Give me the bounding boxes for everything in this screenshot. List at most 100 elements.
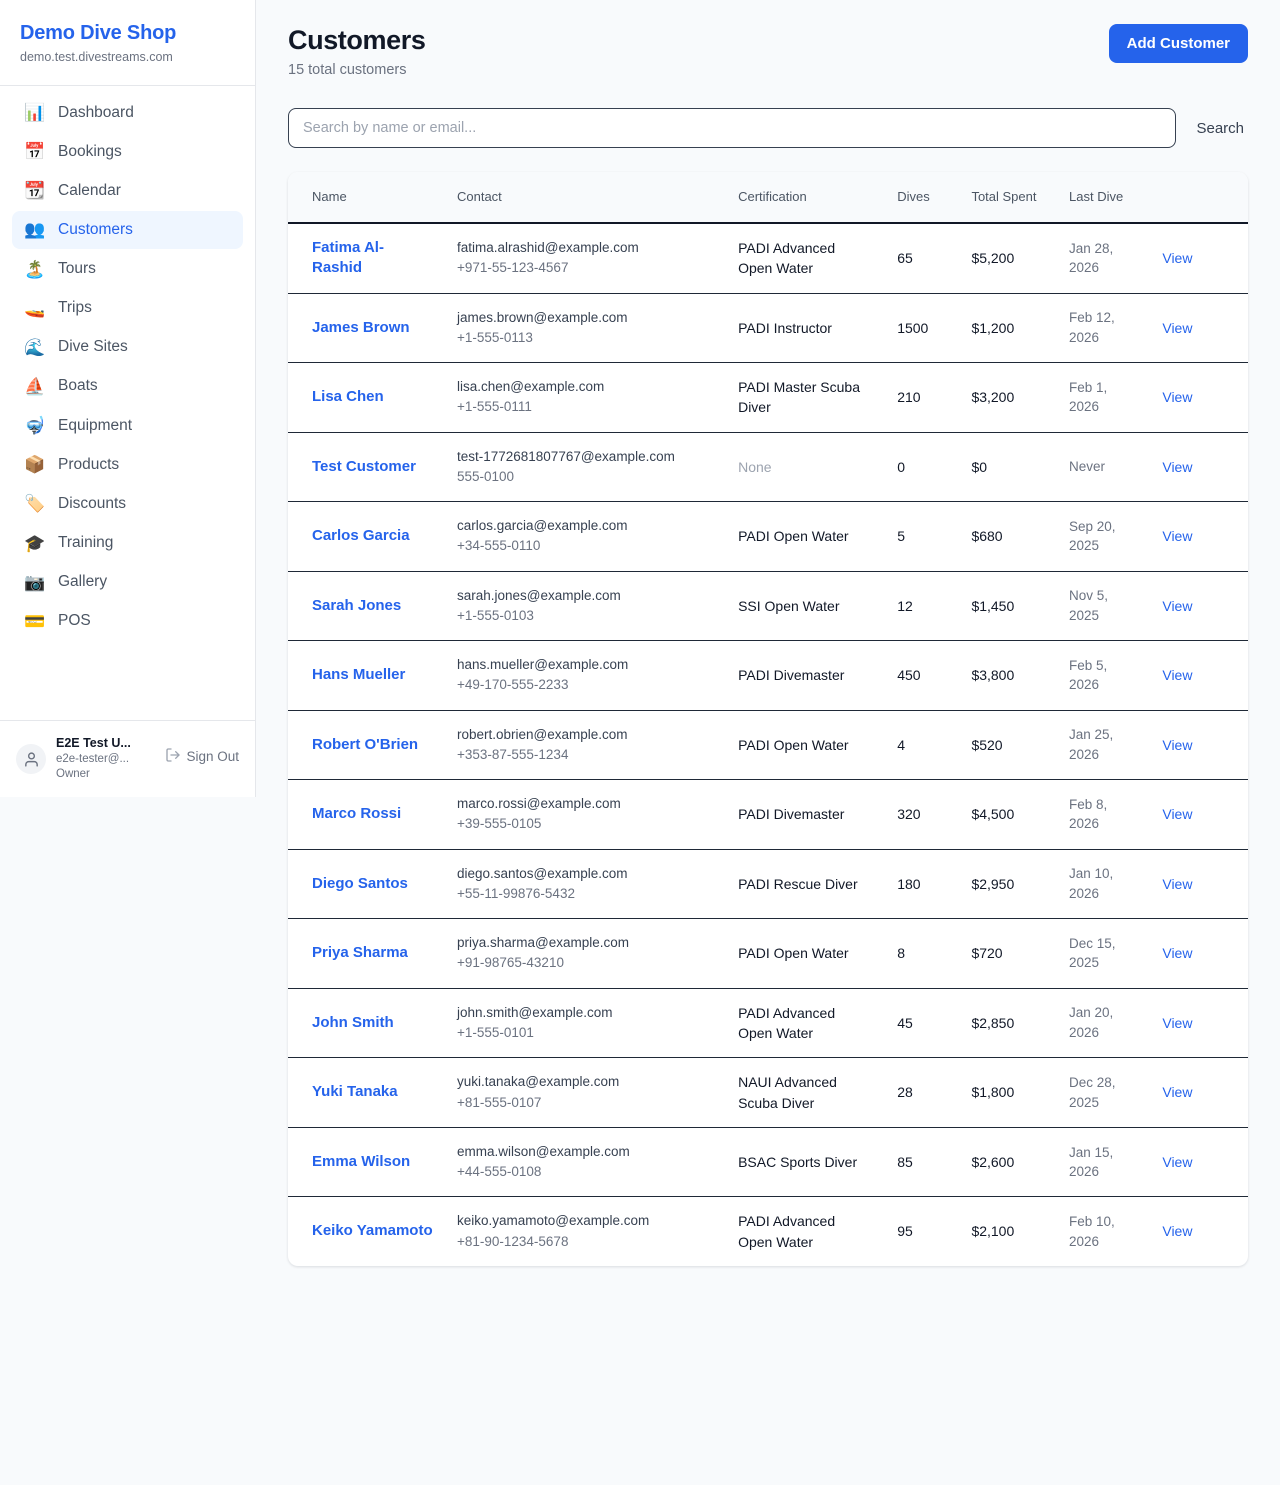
- certification-value: SSI Open Water: [738, 597, 840, 614]
- sidebar-item-dashboard[interactable]: 📊 Dashboard: [12, 94, 243, 132]
- customer-phone: 555-0100: [456, 468, 515, 484]
- view-link[interactable]: View: [1162, 875, 1193, 892]
- customer-name-link[interactable]: Robert O'Brien: [312, 735, 419, 753]
- column-header-dives[interactable]: Dives: [885, 172, 960, 224]
- customer-phone: +1-555-0111: [456, 399, 532, 415]
- customer-email: lisa.chen@example.com: [456, 379, 605, 395]
- customer-phone: +1-555-0103: [456, 607, 534, 623]
- sidebar-item-boats[interactable]: ⛵ Boats: [12, 367, 243, 405]
- view-link[interactable]: View: [1162, 667, 1193, 684]
- sidebar-item-discounts[interactable]: 🏷️ Discounts: [12, 485, 243, 523]
- add-customer-button[interactable]: Add Customer: [1108, 24, 1248, 63]
- page-heading-group: Customers 15 total customers: [288, 24, 426, 78]
- sidebar-item-customers[interactable]: 👥 Customers: [12, 210, 243, 250]
- view-link[interactable]: View: [1162, 597, 1193, 614]
- customer-name-link[interactable]: Yuki Tanaka: [312, 1083, 398, 1101]
- column-header-total-spent[interactable]: Total Spent: [959, 172, 1058, 224]
- customer-name-link[interactable]: Fatima Al-Rashid: [312, 238, 384, 277]
- cell-total-spent: $0: [959, 432, 1058, 503]
- sidebar-item-dive-sites[interactable]: 🌊 Dive Sites: [12, 328, 243, 366]
- customer-name-link[interactable]: Lisa Chen: [312, 388, 384, 406]
- view-link[interactable]: View: [1162, 250, 1193, 267]
- wave-icon: 🌊: [24, 337, 46, 357]
- cell-certification: PADI Master Scuba Diver: [726, 362, 886, 433]
- view-link[interactable]: View: [1162, 389, 1193, 406]
- sidebar-item-label: Dive Sites: [58, 338, 128, 356]
- user-email: e2e-tester@...: [56, 752, 130, 765]
- sidebar-item-calendar[interactable]: 📆 Calendar: [12, 172, 243, 210]
- customer-name-link[interactable]: Hans Mueller: [312, 666, 406, 684]
- view-link[interactable]: View: [1162, 1014, 1193, 1031]
- calendar-icon: 📆: [24, 181, 46, 201]
- customer-name-link[interactable]: James Brown: [312, 318, 410, 336]
- view-link[interactable]: View: [1162, 736, 1193, 753]
- view-link[interactable]: View: [1162, 528, 1193, 545]
- sign-out-button[interactable]: Sign Out: [165, 747, 239, 766]
- cell-dives: 4: [885, 710, 960, 781]
- customer-name-link[interactable]: Test Customer: [312, 457, 416, 475]
- certification-value: PADI Advanced Open Water: [738, 1213, 836, 1250]
- view-link[interactable]: View: [1162, 458, 1193, 475]
- cell-contact: diego.santos@example.com +55-11-99876-543…: [444, 849, 727, 920]
- column-header-contact[interactable]: Contact: [444, 172, 727, 224]
- cell-last-dive: Feb 5, 2026: [1057, 640, 1151, 711]
- customer-name-link[interactable]: John Smith: [312, 1013, 394, 1031]
- sidebar-user-box: E2E Test U... e2e-tester@... Owner Sign …: [0, 720, 255, 797]
- view-link[interactable]: View: [1162, 319, 1193, 336]
- customer-name-link[interactable]: Sarah Jones: [312, 596, 402, 614]
- customer-phone: +91-98765-43210: [456, 955, 564, 971]
- user-role: Owner: [56, 768, 90, 781]
- sidebar-item-bookings[interactable]: 📅 Bookings: [12, 133, 243, 171]
- cell-certification: PADI Open Water: [726, 501, 886, 572]
- sailboat-icon: ⛵: [24, 377, 46, 397]
- customer-name-link[interactable]: Priya Sharma: [312, 944, 408, 962]
- column-header-last-dive[interactable]: Last Dive: [1057, 172, 1151, 224]
- cell-last-dive: Jan 15, 2026: [1057, 1127, 1151, 1198]
- cell-name: Carlos Garcia: [288, 501, 445, 572]
- cell-last-dive: Feb 12, 2026: [1057, 293, 1151, 364]
- sidebar-item-training[interactable]: 🎓 Training: [12, 524, 243, 562]
- column-header-certification[interactable]: Certification: [726, 172, 886, 224]
- sidebar-item-trips[interactable]: 🚤 Trips: [12, 289, 243, 327]
- search-button[interactable]: Search: [1192, 114, 1248, 143]
- view-link[interactable]: View: [1162, 1153, 1193, 1170]
- cell-actions: View: [1150, 779, 1248, 850]
- sidebar-item-gallery[interactable]: 📷 Gallery: [12, 563, 243, 601]
- sidebar-item-pos[interactable]: 💳 POS: [12, 602, 243, 640]
- cell-actions: View: [1150, 362, 1248, 433]
- sidebar-item-products[interactable]: 📦 Products: [12, 446, 243, 484]
- cell-certification: NAUI Advanced Scuba Diver: [726, 1057, 886, 1128]
- view-link[interactable]: View: [1162, 1084, 1193, 1101]
- cell-contact: test-1772681807767@example.com 555-0100: [444, 432, 727, 503]
- cell-contact: sarah.jones@example.com +1-555-0103: [444, 571, 727, 642]
- search-input[interactable]: [288, 108, 1177, 149]
- cell-name: Marco Rossi: [288, 779, 445, 850]
- cell-dives: 5: [885, 501, 960, 572]
- search-row: Search: [288, 108, 1248, 149]
- view-link[interactable]: View: [1162, 1223, 1193, 1240]
- cell-name: Keiko Yamamoto: [288, 1197, 445, 1266]
- customer-name-link[interactable]: Marco Rossi: [312, 805, 402, 823]
- cell-total-spent: $2,100: [971, 1223, 1015, 1240]
- customer-name-link[interactable]: Keiko Yamamoto: [312, 1222, 433, 1240]
- brand-block[interactable]: Demo Dive Shop demo.test.divestreams.com: [0, 0, 255, 86]
- view-link[interactable]: View: [1162, 945, 1193, 962]
- view-link[interactable]: View: [1162, 806, 1193, 823]
- column-header-name[interactable]: Name: [288, 172, 445, 224]
- customer-name-link[interactable]: Diego Santos: [312, 874, 408, 892]
- table-header-row: Name Contact Certification Dives Total S…: [288, 172, 1248, 224]
- sidebar-item-label: Training: [58, 534, 114, 552]
- cell-contact: yuki.tanaka@example.com +81-555-0107: [444, 1057, 727, 1128]
- cell-dives: 8: [885, 918, 960, 989]
- last-dive-value: Feb 5, 2026: [1069, 657, 1108, 693]
- certification-value: None: [738, 458, 772, 475]
- customer-name-link[interactable]: Carlos Garcia: [312, 527, 410, 545]
- cell-actions: View: [1150, 1127, 1248, 1198]
- sidebar-item-tours[interactable]: 🏝️ Tours: [12, 250, 243, 288]
- cell-contact: marco.rossi@example.com +39-555-0105: [444, 779, 727, 850]
- customer-name-link[interactable]: Emma Wilson: [312, 1152, 411, 1170]
- sidebar-item-label: Equipment: [58, 416, 133, 434]
- sidebar-item-equipment[interactable]: 🤿 Equipment: [12, 407, 243, 445]
- last-dive-value: Sep 20, 2025: [1069, 518, 1116, 554]
- cell-dives: 65: [885, 222, 960, 294]
